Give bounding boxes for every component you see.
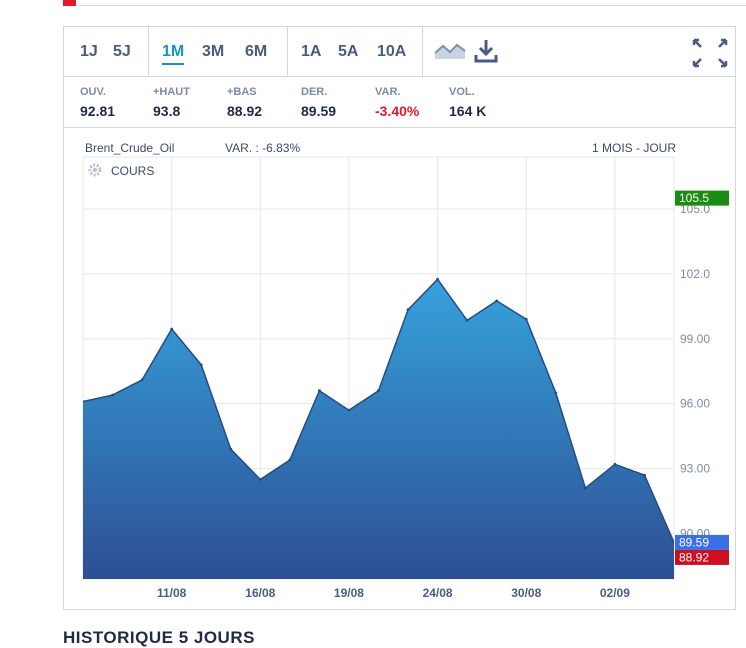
legend-label: COURS: [111, 164, 154, 178]
price-marker-label: 88.92: [679, 550, 709, 564]
period-10a[interactable]: 10A: [377, 43, 407, 60]
period-group-months: 1M 3M 6M: [148, 27, 288, 76]
stat-label: VAR.: [375, 86, 401, 98]
top-accent-bar: [63, 0, 76, 6]
area-fill: [83, 279, 674, 579]
chart-area: 90.00 93.00 96.00 99.00 102.0 105.0 11/08 16/08…: [64, 128, 735, 609]
stat-high: +HAUT 93.8: [153, 86, 190, 119]
data-point: [288, 458, 292, 462]
stat-variation: VAR. -3.40%: [375, 86, 419, 119]
section-heading: HISTORIQUE 5 JOURS: [63, 628, 255, 647]
stat-low: +BAS 88.92: [227, 86, 262, 119]
y-tick-label: 96.00: [680, 397, 710, 411]
stat-value: 92.81: [80, 103, 116, 119]
stats-bar: OUV. 92.81 +HAUT 93.8 +BAS 88.92 DER. 89…: [64, 77, 735, 128]
download-icon[interactable]: [474, 38, 498, 69]
period-group-years: 1A 5A 10A: [287, 27, 423, 76]
stat-volume: VOL. 164 K: [449, 86, 486, 119]
top-rule: [63, 0, 746, 6]
stat-value: 93.8: [153, 103, 181, 119]
stat-open: OUV. 92.81: [80, 86, 115, 119]
x-tick-label: 30/08: [511, 586, 541, 600]
chart-widget: 1J 5J 1M 3M 6M 1A 5A 10A OUV. 92.81 +HAU…: [63, 26, 736, 610]
period-6m[interactable]: 6M: [245, 43, 268, 60]
expand-icon[interactable]: [692, 38, 728, 73]
price-marker-label: 89.59: [679, 535, 709, 549]
stat-last: DER. 89.59: [301, 86, 336, 119]
stat-value: 88.92: [227, 103, 263, 119]
area-chart-icon[interactable]: [434, 41, 466, 66]
data-point: [347, 408, 351, 412]
stat-value: 89.59: [301, 103, 337, 119]
x-tick-label: 16/08: [245, 586, 275, 600]
period-1j[interactable]: 1J: [80, 43, 98, 60]
price-marker: [675, 534, 729, 550]
period-group-days: 1J 5J: [64, 27, 149, 76]
stat-label: +BAS: [227, 86, 257, 98]
data-point: [495, 299, 499, 303]
data-point: [111, 393, 114, 397]
data-point: [377, 389, 380, 393]
data-point: [229, 447, 233, 451]
data-point: [672, 541, 674, 544]
data-point: [465, 319, 469, 322]
stat-label: DER.: [301, 86, 328, 98]
data-point: [584, 486, 587, 490]
chart-range: 1 MOIS - JOUR: [592, 141, 676, 155]
data-point: [199, 363, 203, 367]
chart-instrument-name: Brent_Crude_Oil: [85, 141, 174, 155]
x-tick-label: 24/08: [423, 586, 453, 600]
stat-label: +HAUT: [153, 86, 190, 98]
data-point: [554, 391, 558, 395]
y-tick-label: 99.00: [680, 332, 710, 346]
data-point: [318, 389, 321, 393]
x-tick-label: 19/08: [334, 586, 364, 600]
legend[interactable]: COURS: [88, 163, 154, 178]
price-marker-label: 105.5: [679, 191, 709, 205]
stat-label: OUV.: [80, 86, 106, 98]
toolbar: 1J 5J 1M 3M 6M 1A 5A 10A: [64, 27, 735, 77]
data-point: [613, 462, 617, 466]
data-point: [643, 473, 646, 477]
x-tick-label: 02/09: [600, 586, 630, 600]
stat-label: VOL.: [449, 86, 475, 98]
data-point: [83, 400, 85, 403]
data-point: [140, 378, 144, 382]
data-point: [524, 317, 528, 321]
stat-value: 164 K: [449, 103, 487, 119]
stat-value: -3.40%: [375, 103, 420, 119]
y-tick-label: 93.00: [680, 462, 710, 476]
y-tick-label: 102.0: [680, 267, 710, 281]
x-tick-label: 11/08: [157, 586, 187, 600]
chart-variation: VAR. : -6.83%: [225, 141, 300, 155]
data-point: [406, 308, 410, 311]
data-point: [170, 327, 174, 331]
period-1a[interactable]: 1A: [301, 43, 322, 60]
data-point: [436, 277, 439, 281]
period-5a[interactable]: 5A: [338, 43, 359, 60]
period-5j[interactable]: 5J: [113, 43, 131, 60]
period-3m[interactable]: 3M: [202, 43, 225, 60]
period-1m[interactable]: 1M: [162, 43, 185, 65]
data-point: [258, 478, 262, 481]
price-marker: [675, 549, 729, 565]
gear-icon[interactable]: [88, 163, 102, 177]
price-marker: [675, 190, 729, 206]
